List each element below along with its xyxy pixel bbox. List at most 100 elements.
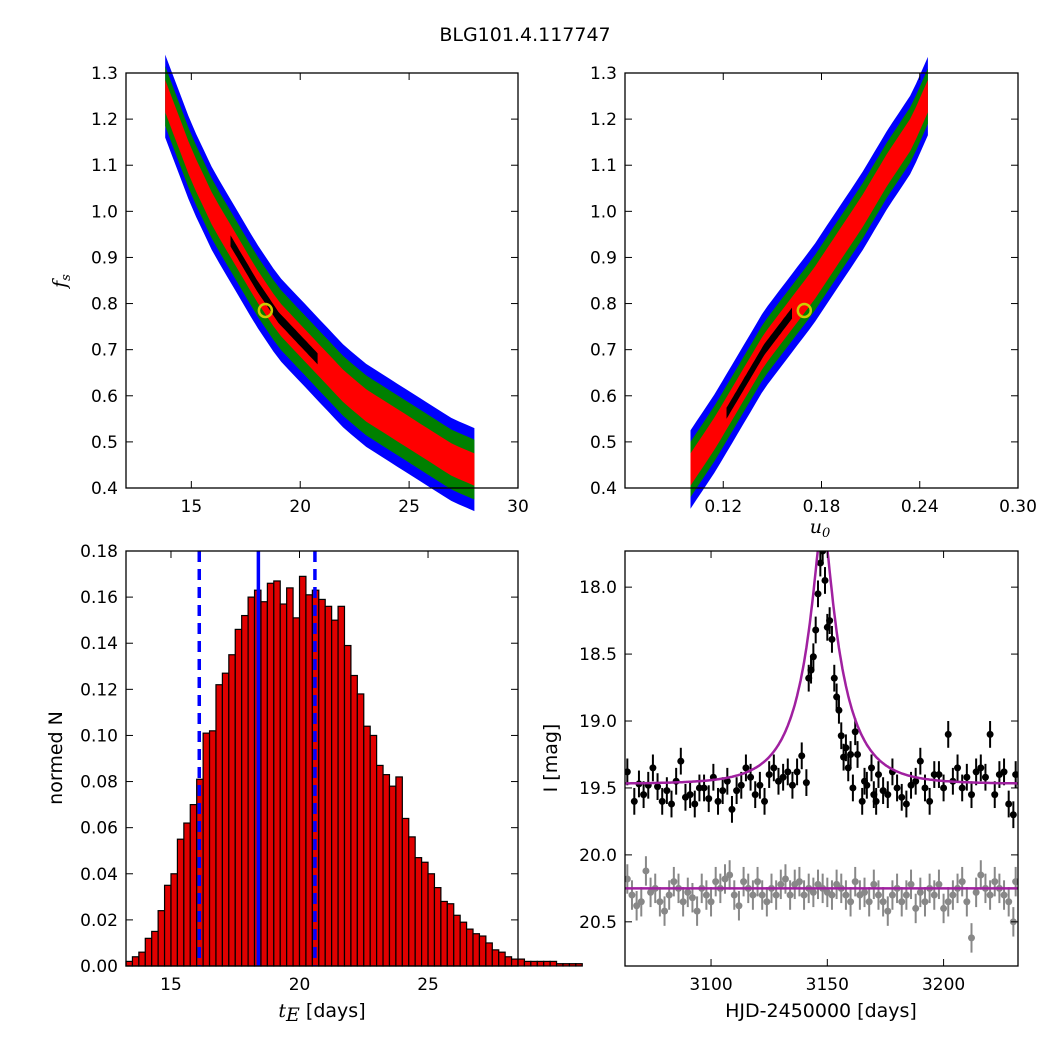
gray-data-point [670,878,678,886]
histogram-bar [157,910,166,967]
y-tick-label: 0.7 [91,341,118,361]
y-tick-label: 0.7 [590,341,617,361]
black-data-point [833,693,841,701]
gray-data-point [944,898,952,906]
black-data-point [700,784,708,792]
y-tick-label: 0.5 [590,433,617,453]
histogram-bar [446,903,455,967]
y-tick-label: 1.3 [590,64,617,84]
gray-data-point [865,898,873,906]
x-tick-label: 3150 [806,975,849,995]
histogram-bar [427,873,436,967]
gray-data-point [781,875,789,883]
histogram-bar [247,596,256,967]
black-data-point [940,784,948,792]
histogram-bar [202,732,211,967]
histogram-bar [138,951,146,967]
histogram-bar [498,951,506,967]
black-data-point [630,797,638,805]
black-data-point [714,797,722,805]
black-data-point [967,791,975,799]
histogram-bar [504,956,513,967]
y-tick-label: 0.4 [590,479,617,499]
black-data-point [823,623,831,631]
x-tick-label: 3100 [689,975,732,995]
black-data-point [779,773,787,781]
gray-data-point [777,880,785,888]
gray-data-point [991,878,999,886]
histogram-bar [234,628,243,967]
figure-title: BLG101.4.117747 [439,24,610,46]
histogram-bar [575,963,583,967]
histogram-bar [517,958,526,967]
gray-data-point [884,907,892,915]
histogram-bar [465,928,474,967]
black-data-point [807,666,815,674]
black-data-point [658,797,666,805]
histogram-bar [510,958,519,967]
gray-data-point [758,891,766,899]
histogram-bar [144,937,153,967]
gray-data-point [642,867,650,875]
gray-data-point [809,888,817,896]
black-data-point [874,771,882,779]
histogram-bar [163,884,172,967]
y-tick-label: 0.8 [91,295,118,315]
gray-data-point [907,880,915,888]
gray-data-point [842,891,850,899]
histogram-bar [356,693,365,967]
black-data-point [893,784,901,792]
histogram-bar [401,817,410,967]
black-data-point [625,768,631,776]
fs-vs-te-frame [125,72,519,489]
gray-data-point [637,898,645,906]
black-data-point [649,764,657,772]
black-data-point [902,800,910,808]
black-data-point [837,732,845,740]
light-curve-panel: 3100 3150 3200 18.0 18.5 19.0 19.5 20.0 20.5 HJD… [540,550,1019,1022]
y-tick-label: 1.2 [590,110,617,130]
histogram-bar [298,575,307,967]
histogram-bar [562,963,571,967]
black-data-point [814,590,822,598]
x-tick-label: 15 [160,975,182,995]
y-tick-label: 20.5 [579,913,617,933]
black-data-point [788,781,796,789]
histogram-bar [421,861,429,967]
gray-data-point [647,888,655,896]
black-data-point [926,797,934,805]
best-fit-marker [257,302,274,319]
gray-data-point [730,891,738,899]
histogram-bar [363,725,371,967]
black-data-point [784,768,792,776]
x-tick-label: 0.12 [704,497,742,517]
histogram-bar [555,963,564,967]
black-data-point [844,764,852,772]
black-data-point [728,805,736,813]
black-data-point [798,752,806,760]
black-data-point [986,730,994,738]
x-tick-label: 20 [289,975,311,995]
y-tick-label: 20.0 [579,846,617,866]
histogram-bar [131,956,140,967]
histogram-bar [241,614,249,967]
black-data-point [747,773,755,781]
y-tick-label: 0.10 [80,726,118,746]
gray-data-point [800,891,808,899]
y-tick-label: 0.9 [590,248,617,268]
y-tick-label: 19.5 [579,779,617,799]
black-data-point [812,626,820,634]
gray-data-point [851,878,859,886]
black-data-point [958,784,966,792]
black-data-point [849,784,857,792]
gray-data-point [625,875,631,883]
histogram-bar [151,930,159,967]
histogram-bar [485,942,493,967]
y-tick-label: 0.08 [80,773,118,793]
histogram-bar [189,804,198,967]
black-data-point [821,576,829,584]
x-tick-label: 25 [417,975,439,995]
gray-data-point [1000,891,1008,899]
x-tick-label: 20 [289,497,311,517]
histogram-bar [305,594,313,967]
